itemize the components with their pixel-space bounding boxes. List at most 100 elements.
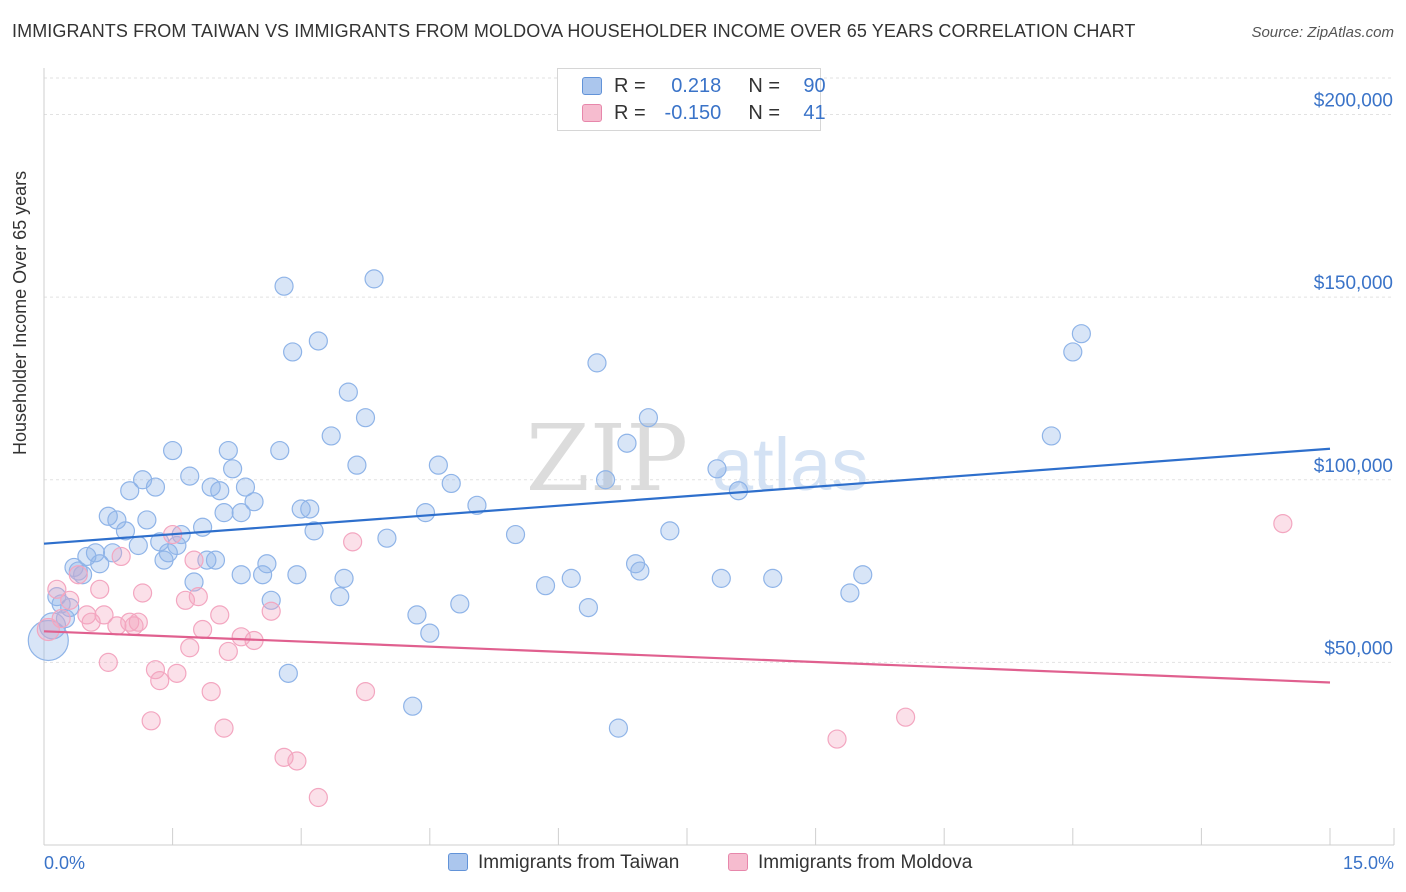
x-axis-max-label: 15.0% (1342, 853, 1394, 873)
point-moldova (261, 601, 281, 621)
legend-item-moldova: Immigrants from Moldova (728, 852, 972, 874)
point-moldova (210, 605, 230, 625)
point-taiwan (128, 535, 148, 556)
legend-swatch-taiwan (582, 77, 602, 95)
point-moldova (128, 612, 148, 632)
point-taiwan (1071, 324, 1091, 344)
point-moldova (180, 638, 200, 658)
series-moldova-points (36, 513, 1293, 808)
point-taiwan (561, 568, 581, 588)
point-taiwan (231, 565, 251, 585)
point-moldova (287, 751, 307, 771)
point-taiwan (608, 718, 629, 738)
point-moldova (896, 707, 916, 727)
point-taiwan (403, 696, 423, 716)
watermark: ZIP atlas (526, 405, 868, 512)
point-taiwan (308, 331, 328, 351)
point-moldova (308, 787, 328, 808)
point-taiwan (184, 572, 204, 592)
point-moldova (141, 711, 161, 731)
point-moldova (274, 747, 294, 767)
point-moldova (827, 729, 847, 749)
stats-legend: R = 0.218 N = 90 R = -0.150 N = 41 (557, 68, 826, 131)
legend-swatch-taiwan (448, 853, 468, 871)
point-taiwan (1063, 342, 1083, 362)
point-moldova (111, 546, 131, 567)
point-moldova (175, 590, 196, 610)
point-taiwan (218, 440, 238, 461)
point-taiwan (231, 503, 251, 523)
y-axis-label: Householder Income Over 65 years (10, 170, 30, 455)
point-taiwan (253, 565, 273, 585)
point-moldova (355, 681, 376, 702)
n-label: N = (748, 102, 781, 124)
point-taiwan (120, 481, 140, 501)
point-moldova (167, 663, 187, 683)
point-taiwan (72, 565, 93, 585)
r-value-taiwan: 0.218 (671, 75, 722, 97)
point-taiwan (274, 276, 294, 296)
point-taiwan (287, 565, 307, 585)
source-label: Source: ZipAtlas.com (1251, 24, 1394, 41)
x-axis-min-label: 0.0% (44, 853, 86, 873)
point-taiwan (450, 594, 470, 614)
point-taiwan (711, 568, 731, 588)
point-moldova (1273, 513, 1293, 534)
legend-label-taiwan: Immigrants from Taiwan (478, 852, 680, 873)
point-moldova (150, 671, 170, 691)
point-taiwan (283, 342, 303, 362)
point-taiwan (707, 459, 727, 479)
point-moldova (231, 627, 251, 647)
point-taiwan (90, 554, 110, 574)
point-taiwan (85, 543, 106, 563)
point-taiwan (223, 459, 243, 479)
point-moldova (90, 579, 110, 599)
y-tick-label: $150,000 (1314, 273, 1393, 294)
point-taiwan (355, 408, 376, 428)
n-value-moldova: 41 (803, 102, 826, 124)
point-taiwan (115, 521, 136, 541)
point-moldova (218, 641, 238, 662)
point-taiwan (505, 524, 526, 545)
point-moldova (343, 532, 363, 552)
legend-item-taiwan: Immigrants from Taiwan (448, 852, 679, 874)
point-taiwan (235, 477, 256, 497)
point-taiwan (210, 481, 230, 501)
point-taiwan (163, 440, 183, 461)
point-taiwan (270, 440, 290, 461)
point-taiwan (617, 433, 637, 453)
point-moldova (188, 587, 208, 607)
point-taiwan (595, 470, 616, 490)
point-taiwan (261, 590, 281, 610)
point-moldova (98, 652, 118, 672)
point-taiwan (205, 550, 226, 570)
chart-title: IMMIGRANTS FROM TAIWAN VS IMMIGRANTS FRO… (12, 21, 1136, 41)
legend-swatch-moldova (728, 853, 748, 871)
point-taiwan (660, 521, 680, 541)
trend-line-taiwan (43, 447, 1331, 545)
point-moldova (145, 660, 166, 680)
point-taiwan (137, 510, 157, 530)
point-taiwan (193, 517, 213, 537)
point-taiwan (300, 499, 320, 519)
point-taiwan (420, 623, 440, 643)
point-moldova (193, 619, 213, 640)
point-taiwan (180, 466, 200, 486)
r-value-moldova: -0.150 (664, 102, 722, 124)
point-taiwan (415, 503, 436, 523)
n-value-taiwan: 90 (803, 75, 826, 97)
axes (43, 68, 1395, 846)
point-moldova (68, 565, 88, 585)
watermark-zip: ZIP (526, 405, 688, 512)
point-moldova (60, 590, 80, 610)
point-taiwan (428, 455, 448, 475)
point-taiwan (587, 353, 607, 373)
point-taiwan (214, 503, 234, 523)
point-taiwan (330, 587, 350, 607)
point-taiwan (338, 382, 358, 402)
point-moldova (47, 579, 67, 599)
point-taiwan (441, 473, 461, 494)
point-taiwan (244, 492, 264, 512)
point-taiwan (638, 408, 659, 428)
